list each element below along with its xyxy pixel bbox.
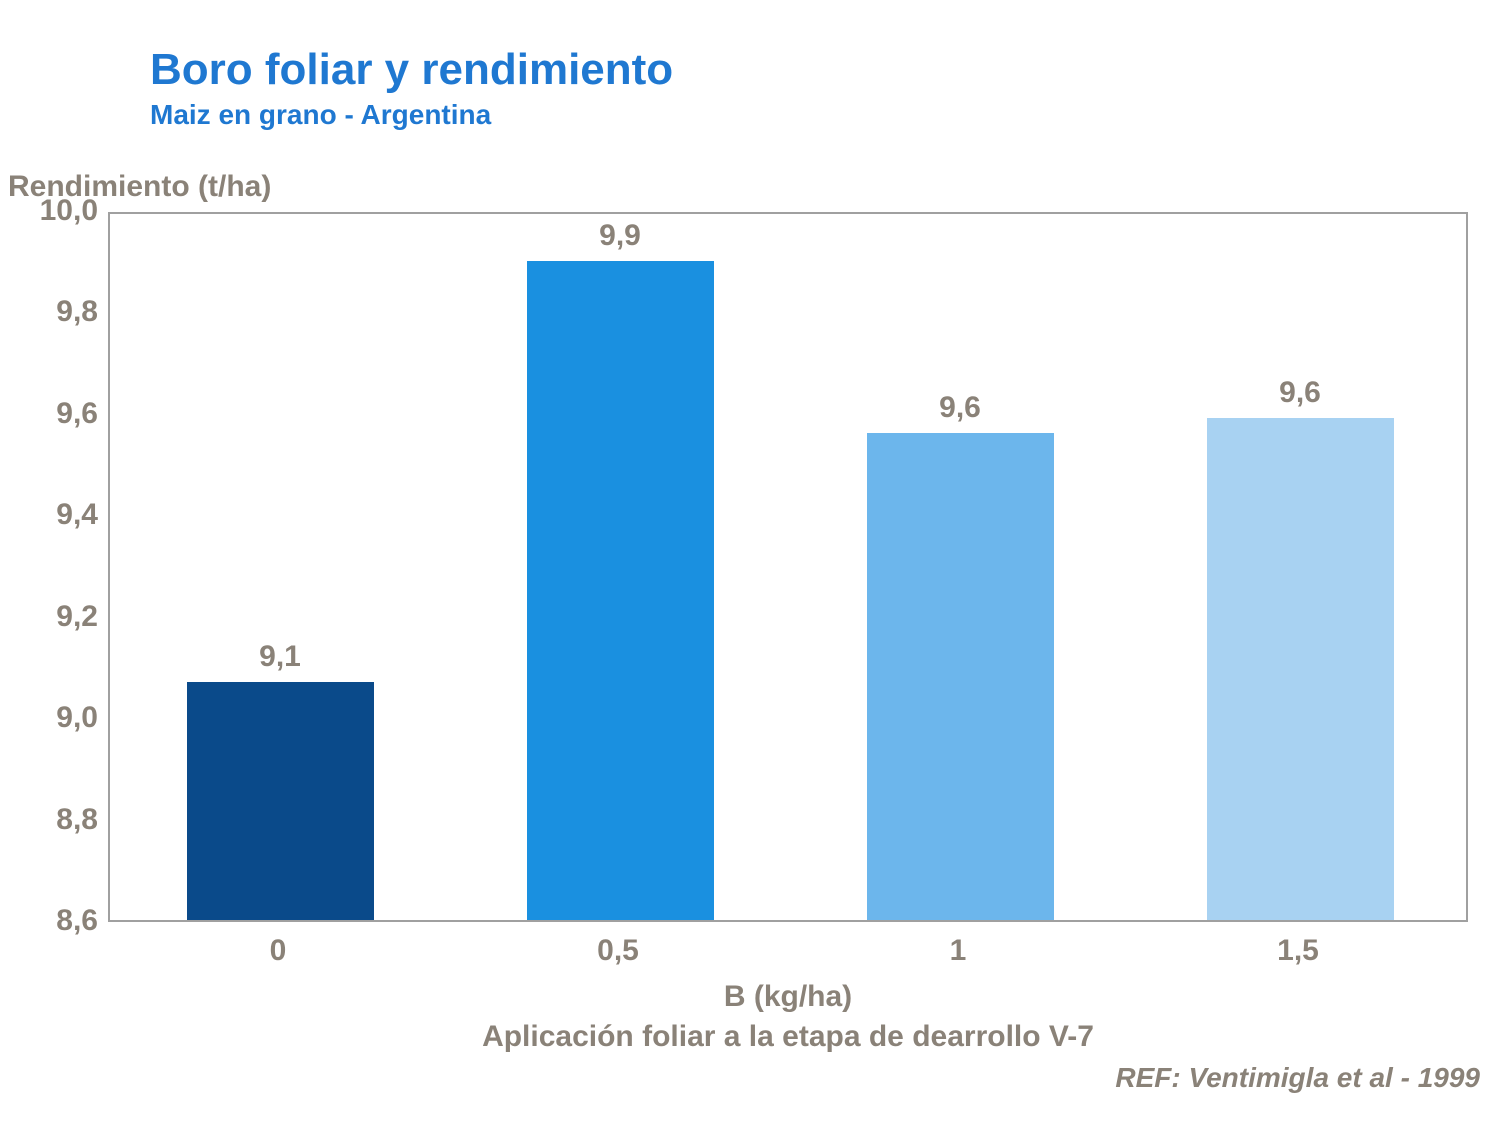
x-tick-label: 1: [858, 934, 1058, 968]
chart-subtitle: Maiz en grano - Argentina: [150, 99, 673, 131]
y-tick-label: 9,4: [28, 498, 98, 532]
y-tick-label: 10,0: [28, 194, 98, 228]
y-tick-label: 8,8: [28, 803, 98, 837]
x-axis-title-line1: B (kg/ha): [108, 980, 1468, 1014]
title-block: Boro foliar y rendimiento Maiz en grano …: [150, 45, 673, 131]
bar-value-label: 9,9: [520, 219, 720, 253]
plot-area: 9,1 9,9 9,6 9,6: [108, 212, 1468, 922]
bar: [187, 682, 374, 920]
y-tick-label: 9,2: [28, 600, 98, 634]
bar: [867, 433, 1054, 920]
x-tick-label: 0,5: [518, 934, 718, 968]
y-tick-label: 9,0: [28, 701, 98, 735]
x-tick-label: 1,5: [1198, 934, 1398, 968]
bar-value-label: 9,6: [860, 391, 1060, 425]
bar-value-label: 9,6: [1200, 376, 1400, 410]
bar: [527, 261, 714, 920]
chart-page: Boro foliar y rendimiento Maiz en grano …: [0, 0, 1500, 1125]
x-tick-label: 0: [178, 934, 378, 968]
y-tick-label: 8,6: [28, 904, 98, 938]
reference-text: REF: Ventimigla et al - 1999: [1115, 1062, 1480, 1094]
y-tick-label: 9,8: [28, 295, 98, 329]
bar: [1207, 418, 1394, 920]
bar-value-label: 9,1: [180, 640, 380, 674]
x-axis-title-line2: Aplicación foliar a la etapa de dearroll…: [108, 1020, 1468, 1054]
chart-title: Boro foliar y rendimiento: [150, 45, 673, 95]
y-tick-label: 9,6: [28, 397, 98, 431]
